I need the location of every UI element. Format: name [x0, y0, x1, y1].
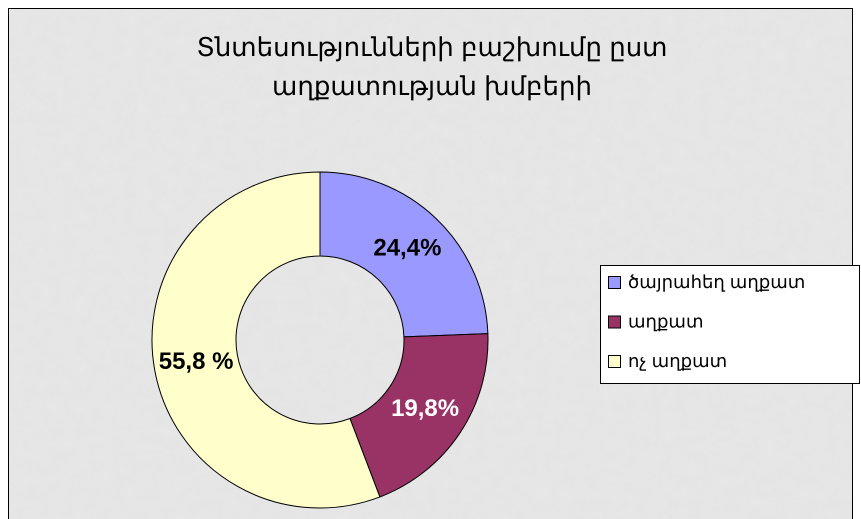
donut-slice: [151, 171, 381, 509]
value-label: 55,8 %: [159, 348, 234, 375]
value-label: 19,8%: [391, 395, 459, 422]
donut-slice: [319, 171, 489, 338]
legend-text: ոչ աղքատ: [628, 351, 727, 371]
legend-box: [600, 265, 860, 384]
legend-text: ծայրահեղ աղքատ: [628, 272, 805, 292]
chart-title: աղքատության խմբերի: [272, 71, 592, 101]
legend-text: աղքատ: [628, 311, 703, 331]
legend-swatch: [608, 315, 621, 329]
value-label: 24,4%: [373, 235, 441, 262]
legend-swatch: [608, 276, 621, 289]
donut-slice: [349, 333, 489, 498]
legend-swatch: [608, 355, 621, 368]
chart-title: Տնտեսությունների բաշխումը ըստ: [197, 32, 668, 62]
